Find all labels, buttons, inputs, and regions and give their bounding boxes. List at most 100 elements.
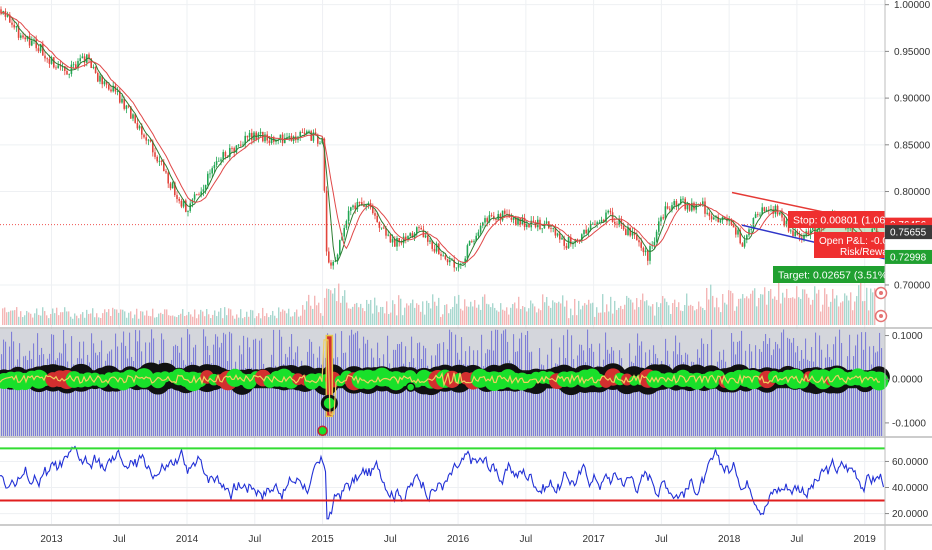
volume-bar bbox=[438, 297, 440, 325]
volume-bar bbox=[618, 307, 620, 325]
volume-bar bbox=[706, 287, 708, 325]
oscillator-histogram-bar bbox=[299, 370, 301, 436]
volume-bar bbox=[360, 303, 362, 325]
price-candle-body bbox=[229, 148, 231, 157]
price-candle-body bbox=[473, 240, 475, 242]
oscillator-histogram-bar bbox=[259, 340, 261, 436]
price-candle-body bbox=[193, 194, 196, 200]
volume-bar bbox=[512, 304, 514, 325]
price-pane[interactable]: Stop: 0.00801 (1.06 Open P&L: -0.0Risk/Re… bbox=[0, 0, 888, 524]
volume-bar bbox=[742, 294, 744, 325]
oscillator-histogram-bar bbox=[271, 354, 273, 436]
price-candle-body bbox=[783, 217, 785, 226]
volume-bar bbox=[28, 312, 30, 325]
volume-bar bbox=[228, 308, 230, 325]
price-candle-body bbox=[484, 218, 486, 223]
price-candle-body bbox=[418, 227, 420, 229]
oscillator-histogram-bar bbox=[867, 371, 869, 436]
price-candle-body bbox=[642, 247, 645, 253]
price-candle-body bbox=[198, 194, 200, 196]
volume-bar bbox=[42, 307, 44, 325]
volume-bar bbox=[194, 309, 196, 325]
volume-bar bbox=[856, 296, 858, 325]
price-candle-body bbox=[750, 229, 752, 230]
price-candle-body bbox=[581, 234, 583, 241]
price-candle-body bbox=[180, 200, 183, 207]
oscillator-histogram-bar bbox=[275, 365, 277, 436]
volume-bar bbox=[568, 318, 570, 325]
price-candle-body bbox=[559, 233, 561, 240]
x-tick-label: Jul bbox=[655, 534, 668, 545]
volume-bar bbox=[558, 301, 560, 325]
oscillator-histogram-bar bbox=[403, 363, 405, 436]
price-candle-body bbox=[779, 212, 781, 215]
volume-bar bbox=[774, 296, 776, 325]
rsi-pane[interactable] bbox=[0, 445, 885, 520]
oscillator-histogram-bar bbox=[391, 371, 393, 436]
oscillator-histogram-bar bbox=[167, 365, 169, 436]
price-candle-body bbox=[662, 217, 664, 219]
volume-bar bbox=[860, 281, 862, 325]
oscillator-histogram-bar bbox=[227, 361, 229, 436]
oscillator-histogram-bar bbox=[657, 358, 659, 436]
volume-bar bbox=[806, 293, 808, 325]
oscillator-histogram-bar bbox=[727, 373, 729, 436]
volume-bar bbox=[680, 310, 682, 325]
volume-bar bbox=[122, 309, 124, 325]
price-candle-body bbox=[807, 231, 810, 235]
oscillator-histogram-bar bbox=[1, 354, 3, 436]
oscillator-pane[interactable] bbox=[0, 329, 890, 437]
x-tick-label: 2015 bbox=[311, 534, 334, 545]
oscillator-histogram-bar bbox=[95, 352, 97, 436]
volume-bar bbox=[148, 315, 150, 325]
volume-bar bbox=[820, 311, 822, 325]
volume-bar bbox=[84, 317, 86, 325]
volume-bar bbox=[672, 303, 674, 325]
oscillator-histogram-bar bbox=[583, 350, 585, 436]
oscillator-histogram-bar bbox=[257, 373, 259, 436]
volume-bar bbox=[128, 312, 130, 325]
volume-bar bbox=[376, 305, 378, 325]
volume-bar bbox=[488, 304, 490, 325]
price-candle-body bbox=[675, 201, 678, 207]
oscillator-bubble bbox=[869, 371, 889, 391]
volume-bar bbox=[108, 309, 110, 325]
volume-bar bbox=[78, 318, 80, 325]
price-candle-body bbox=[772, 209, 774, 214]
price-candle-body bbox=[622, 225, 625, 230]
oscillator-histogram-bar bbox=[721, 359, 723, 436]
x-tick-label: Jul bbox=[791, 534, 804, 545]
volume-bar bbox=[64, 307, 66, 325]
volume-bar bbox=[246, 311, 248, 325]
volume-bar bbox=[16, 307, 18, 325]
volume-bar bbox=[308, 294, 310, 325]
price-candle-body bbox=[378, 222, 381, 228]
oscillator-histogram-bar bbox=[75, 374, 77, 436]
price-candle-body bbox=[209, 173, 211, 175]
volume-bar bbox=[864, 301, 866, 325]
oscillator-histogram-bar bbox=[823, 376, 825, 436]
volume-bar bbox=[452, 307, 454, 325]
price-candle-body bbox=[589, 223, 592, 230]
volume-bar bbox=[630, 299, 632, 325]
volume-bar bbox=[354, 303, 356, 325]
volume-bar bbox=[448, 313, 450, 325]
oscillator-histogram-bar bbox=[845, 376, 847, 436]
oscillator-histogram-bar bbox=[267, 374, 269, 436]
price-candle-body bbox=[512, 216, 515, 220]
volume-bar bbox=[56, 307, 58, 325]
price-candle-body bbox=[409, 233, 411, 236]
price-candle-body bbox=[429, 240, 431, 242]
oscillator-histogram-bar bbox=[127, 358, 129, 436]
price-candle-body bbox=[649, 246, 651, 261]
oscillator-histogram-bar bbox=[171, 359, 173, 436]
price-candle-body bbox=[268, 140, 271, 144]
price-candle-body bbox=[570, 237, 572, 245]
volume-bar bbox=[814, 286, 816, 325]
oscillator-histogram-bar bbox=[157, 367, 159, 436]
price-label: 0.72998 bbox=[890, 252, 927, 263]
price-candle-body bbox=[352, 205, 354, 208]
price-candle-body bbox=[167, 172, 169, 184]
price-candle-body bbox=[380, 227, 383, 229]
